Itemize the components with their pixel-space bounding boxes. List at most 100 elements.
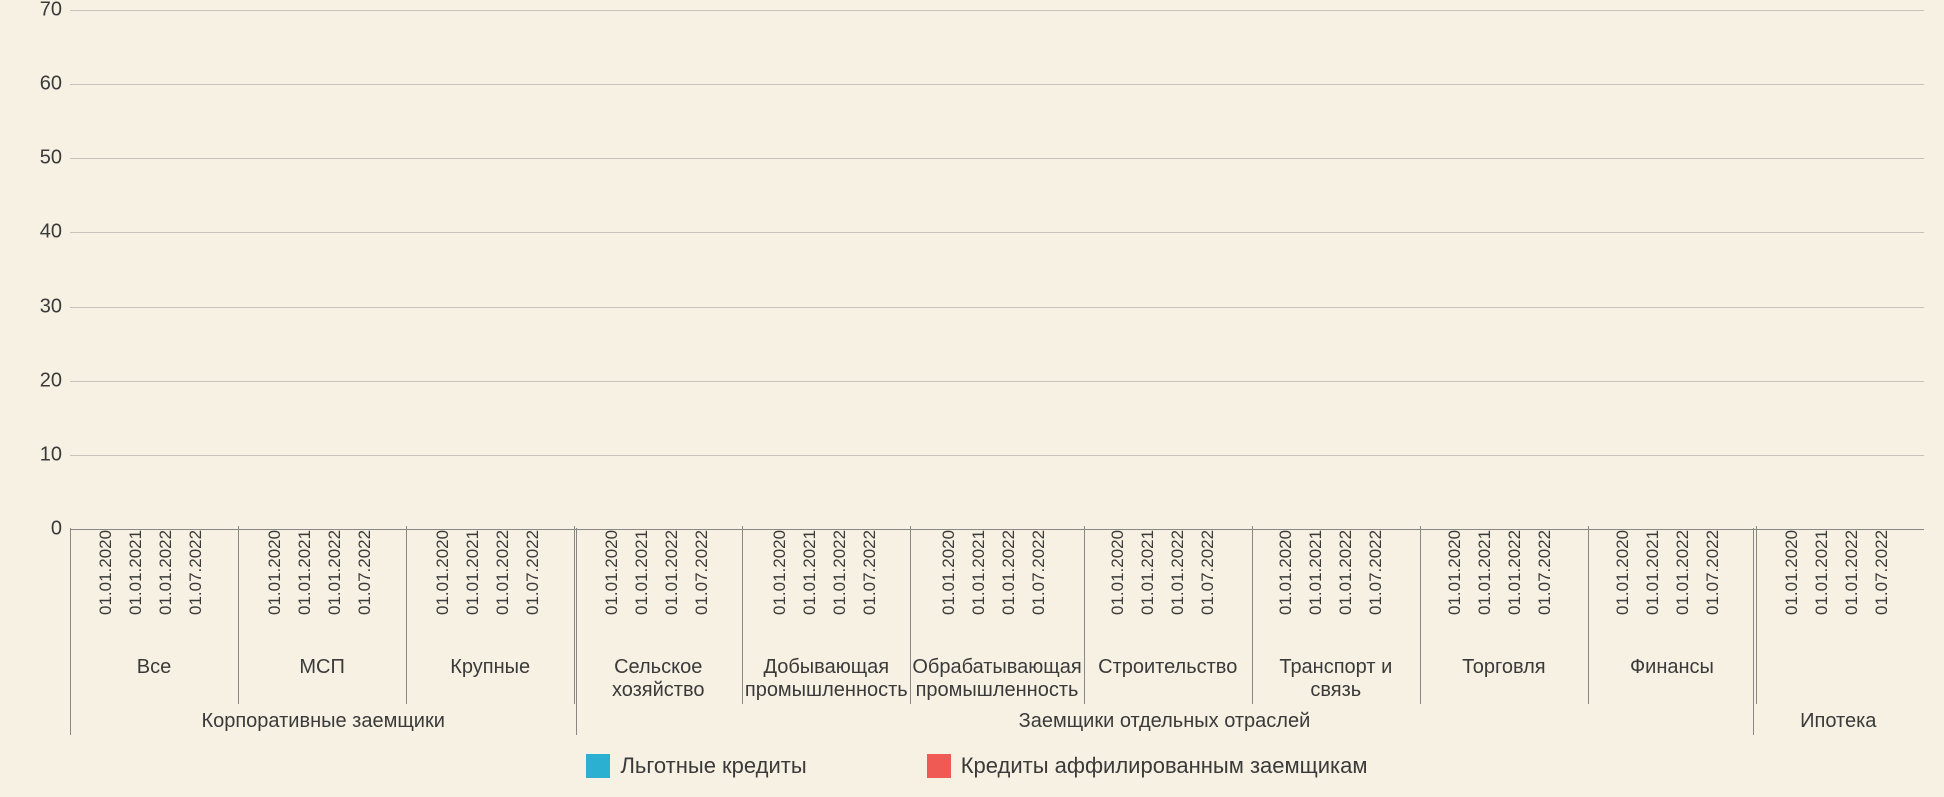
date-label: 01.01.2022 xyxy=(325,530,351,650)
x-cluster: 01.01.202001.01.202101.01.202201.07.2022 xyxy=(1755,530,1924,650)
date-label: 01.01.2020 xyxy=(602,530,628,650)
bars-container xyxy=(70,10,1924,529)
date-label: 01.01.2021 xyxy=(1306,530,1332,650)
x-cluster: 01.01.202001.01.202101.01.202201.07.2022 xyxy=(1587,530,1756,650)
x-axis-date-labels: 01.01.202001.01.202101.01.202201.07.2022… xyxy=(70,530,1924,650)
date-label: 01.01.2022 xyxy=(830,530,856,650)
x-cluster: 01.01.202001.01.202101.01.202201.07.2022 xyxy=(744,530,913,650)
x-cluster: 01.01.202001.01.202101.01.202201.07.2022 xyxy=(1081,530,1250,650)
date-label: 01.01.2020 xyxy=(1108,530,1134,650)
category-label-l1: Крупные xyxy=(406,650,574,704)
date-label: 01.01.2021 xyxy=(800,530,826,650)
y-tick-label: 30 xyxy=(40,295,70,318)
date-label: 01.01.2021 xyxy=(126,530,152,650)
category-label-l2: Корпоративные заемщики xyxy=(70,704,576,735)
date-label: 01.07.2022 xyxy=(186,530,212,650)
y-tick-label: 0 xyxy=(51,518,70,541)
date-label: 01.01.2020 xyxy=(1445,530,1471,650)
category-label-l2: Заемщики отдельных отраслей xyxy=(576,704,1752,735)
bar-cluster xyxy=(239,10,408,529)
category-label-l1: Обрабатывающая промышленность xyxy=(910,650,1083,704)
date-label: 01.07.2022 xyxy=(1029,530,1055,650)
date-label: 01.07.2022 xyxy=(523,530,549,650)
legend-swatch xyxy=(927,754,951,778)
x-cluster: 01.01.202001.01.202101.01.202201.07.2022 xyxy=(239,530,408,650)
y-tick-label: 20 xyxy=(40,369,70,392)
date-label: 01.01.2021 xyxy=(1643,530,1669,650)
date-label: 01.01.2020 xyxy=(939,530,965,650)
date-label: 01.07.2022 xyxy=(1535,530,1561,650)
date-label: 01.01.2020 xyxy=(433,530,459,650)
date-label: 01.07.2022 xyxy=(1198,530,1224,650)
legend-label: Кредиты аффилированным заемщикам xyxy=(961,753,1368,779)
bar-cluster xyxy=(70,10,239,529)
date-label: 01.01.2022 xyxy=(1842,530,1868,650)
x-cluster: 01.01.202001.01.202101.01.202201.07.2022 xyxy=(1418,530,1587,650)
date-label: 01.01.2021 xyxy=(1138,530,1164,650)
date-label: 01.07.2022 xyxy=(860,530,886,650)
x-cluster: 01.01.202001.01.202101.01.202201.07.2022 xyxy=(70,530,239,650)
category-label-l1: Сельское хозяйство xyxy=(574,650,742,704)
date-label: 01.01.2021 xyxy=(295,530,321,650)
category-label-l1: Добывающая промышленность xyxy=(742,650,910,704)
date-label: 01.01.2021 xyxy=(1812,530,1838,650)
bar-cluster xyxy=(1755,10,1924,529)
category-label-l2: Ипотека xyxy=(1753,704,1924,735)
x-cluster: 01.01.202001.01.202101.01.202201.07.2022 xyxy=(407,530,576,650)
date-label: 01.01.2020 xyxy=(265,530,291,650)
date-label: 01.07.2022 xyxy=(1872,530,1898,650)
bar-cluster xyxy=(913,10,1082,529)
bar-cluster xyxy=(1250,10,1419,529)
date-label: 01.01.2021 xyxy=(632,530,658,650)
category-label-l1: Торговля xyxy=(1420,650,1588,704)
category-row-level1: ВсеМСПКрупныеСельское хозяйствоДобывающа… xyxy=(70,650,1924,704)
x-cluster: 01.01.202001.01.202101.01.202201.07.2022 xyxy=(576,530,745,650)
date-label: 01.07.2022 xyxy=(1366,530,1392,650)
legend-swatch xyxy=(586,754,610,778)
legend-label: Льготные кредиты xyxy=(620,753,806,779)
y-tick-label: 10 xyxy=(40,443,70,466)
legend: Льготные кредиты Кредиты аффилированным з… xyxy=(30,753,1924,779)
bar-cluster xyxy=(1418,10,1587,529)
date-label: 01.07.2022 xyxy=(355,530,381,650)
date-label: 01.01.2020 xyxy=(1782,530,1808,650)
legend-item: Кредиты аффилированным заемщикам xyxy=(927,753,1368,779)
plot-region: 010203040506070 xyxy=(70,10,1924,530)
date-label: 01.01.2020 xyxy=(96,530,122,650)
y-tick-label: 60 xyxy=(40,73,70,96)
category-label-l1: Все xyxy=(70,650,238,704)
date-label: 01.01.2022 xyxy=(1673,530,1699,650)
date-label: 01.01.2022 xyxy=(493,530,519,650)
category-label-l1: Строительство xyxy=(1084,650,1252,704)
bar-cluster xyxy=(744,10,913,529)
date-label: 01.01.2021 xyxy=(969,530,995,650)
date-label: 01.01.2022 xyxy=(999,530,1025,650)
date-label: 01.01.2020 xyxy=(1276,530,1302,650)
bar-cluster xyxy=(1587,10,1756,529)
date-label: 01.01.2022 xyxy=(1168,530,1194,650)
y-tick-label: 40 xyxy=(40,221,70,244)
x-cluster: 01.01.202001.01.202101.01.202201.07.2022 xyxy=(1250,530,1419,650)
category-label-l1: Финансы xyxy=(1588,650,1756,704)
date-label: 01.01.2022 xyxy=(1505,530,1531,650)
date-label: 01.07.2022 xyxy=(1703,530,1729,650)
date-label: 01.07.2022 xyxy=(692,530,718,650)
bar-cluster xyxy=(1081,10,1250,529)
date-label: 01.01.2021 xyxy=(1475,530,1501,650)
legend-item: Льготные кредиты xyxy=(586,753,806,779)
date-label: 01.01.2022 xyxy=(1336,530,1362,650)
x-cluster: 01.01.202001.01.202101.01.202201.07.2022 xyxy=(913,530,1082,650)
date-label: 01.01.2020 xyxy=(1613,530,1639,650)
date-label: 01.01.2020 xyxy=(770,530,796,650)
bar-cluster xyxy=(576,10,745,529)
y-tick-label: 50 xyxy=(40,147,70,170)
date-label: 01.01.2021 xyxy=(463,530,489,650)
chart-plot-area: 010203040506070 xyxy=(70,10,1924,530)
date-label: 01.01.2022 xyxy=(156,530,182,650)
bar-cluster xyxy=(407,10,576,529)
category-label-l1: Транспорт и связь xyxy=(1252,650,1420,704)
category-label-l1 xyxy=(1756,650,1924,704)
date-label: 01.01.2022 xyxy=(662,530,688,650)
category-row-level2: Корпоративные заемщикиЗаемщики отдельных… xyxy=(70,704,1924,735)
y-tick-label: 70 xyxy=(40,0,70,22)
